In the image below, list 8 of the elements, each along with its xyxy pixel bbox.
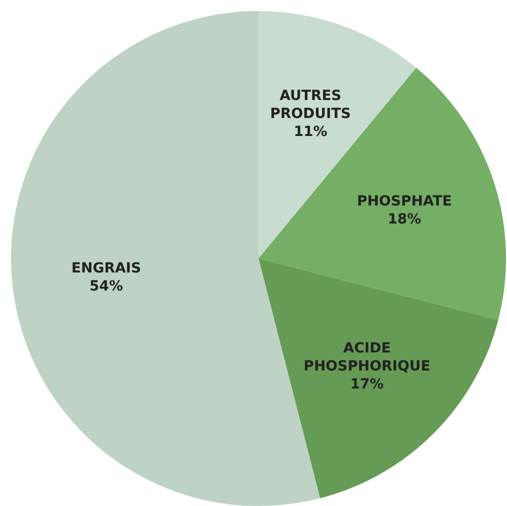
- slice-label: PHOSPHATE: [357, 194, 452, 210]
- data-label: 18%: [388, 212, 422, 228]
- slice-label: ENGRAIS: [71, 260, 142, 276]
- slice-label: AUTRES PRODUITS: [270, 88, 351, 122]
- data-label: 54%: [90, 278, 124, 294]
- data-label: 17%: [350, 376, 384, 393]
- slice-label: ACIDE PHOSPHORIQUE: [304, 340, 430, 375]
- data-label: 11%: [294, 124, 328, 140]
